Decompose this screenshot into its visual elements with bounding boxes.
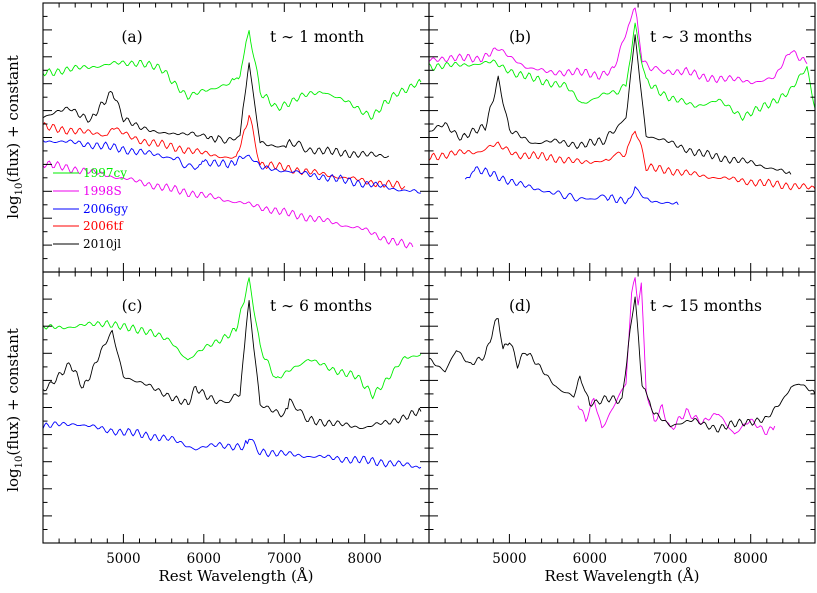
series-2006gy-panel-c	[43, 421, 422, 469]
series-2010jl-panel-a	[43, 62, 390, 159]
x-tick-label: 5000	[106, 551, 140, 567]
legend-entry-1998s: 1998S	[53, 184, 122, 198]
x-tick-label: 8000	[348, 551, 382, 567]
series-2006tf-panel-a	[43, 114, 406, 190]
series-2010jl-panel-b	[429, 34, 792, 175]
panel-c: (c) t ∼ 6 months	[42, 271, 430, 544]
legend-entry-2006tf: 2006tf	[53, 219, 124, 233]
panel-b: (b) t ∼ 3 months	[428, 2, 816, 273]
y-axis-label-top-rest: (flux) + constant	[4, 55, 22, 182]
x-tick-label: 6000	[573, 551, 607, 567]
x-tick-label: 5000	[492, 551, 526, 567]
legend: 1997cy 1998S 2006gy 2006tf 2010jl	[53, 166, 128, 251]
legend-label-1997cy: 1997cy	[83, 166, 127, 180]
panel-epoch-label: t ∼ 3 months	[650, 28, 752, 46]
panel-label: (c)	[122, 297, 143, 315]
legend-label-2006tf: 2006tf	[83, 219, 124, 233]
panel-epoch-label: t ∼ 1 month	[270, 28, 364, 46]
x-axis-label-left: Rest Wavelength (Å)	[158, 567, 313, 585]
series-2006gy-panel-b	[464, 166, 679, 206]
y-axis-label-bottom-sub: 10	[14, 456, 25, 469]
x-tick-label: 7000	[653, 551, 687, 567]
legend-entry-2010jl: 2010jl	[53, 237, 121, 251]
panel-label: (d)	[509, 297, 531, 315]
series-2010jl-panel-d	[429, 296, 815, 433]
legend-entry-2006gy: 2006gy	[53, 202, 128, 216]
legend-label-2010jl: 2010jl	[83, 237, 121, 251]
series-1997cy-panel-c	[43, 277, 422, 400]
panel-epoch-label: t ∼ 15 months	[650, 297, 762, 315]
panel-label: (b)	[509, 28, 531, 46]
y-axis-label-top: log10(flux) + constant	[4, 55, 25, 219]
series-1997cy-panel-b	[429, 22, 815, 121]
series-2006gy-panel-a	[43, 139, 422, 194]
y-axis-label-top-sub: 10	[14, 183, 25, 196]
series-1997cy-panel-a	[43, 29, 422, 120]
y-axis-label-bottom-main: log	[4, 468, 22, 492]
x-axis-label-right: Rest Wavelength (Å)	[544, 567, 699, 585]
y-axis-label-top-main: log	[4, 195, 22, 219]
legend-label-2006gy: 2006gy	[83, 202, 128, 216]
panel-label: (a)	[121, 28, 142, 46]
series-1998S-panel-b	[429, 7, 808, 85]
y-axis-label-bottom: log10(flux) + constant	[4, 328, 25, 492]
x-tick-label: 6000	[187, 551, 221, 567]
panel-a: 5000 6000 7000 8000 (a) t ∼ 1 month	[42, 2, 430, 567]
legend-entry-1997cy: 1997cy	[53, 166, 127, 180]
legend-label-1998s: 1998S	[83, 184, 122, 198]
x-tick-label: 7000	[267, 551, 301, 567]
series-2006tf-panel-b	[429, 130, 815, 191]
panel-epoch-label: t ∼ 6 months	[270, 297, 372, 315]
panel-d: 5000 6000 7000 8000 (d) t ∼ 15 months	[428, 271, 816, 567]
y-axis-label-bottom-rest: (flux) + constant	[4, 328, 22, 455]
panels-layer: 5000 6000 7000 8000 (a) t ∼ 1 month (b) t ∼ 3 m…	[42, 2, 816, 567]
series-1998S-panel-a	[43, 160, 414, 249]
series-2010jl-panel-c	[43, 299, 422, 430]
x-tick-label: 8000	[734, 551, 768, 567]
